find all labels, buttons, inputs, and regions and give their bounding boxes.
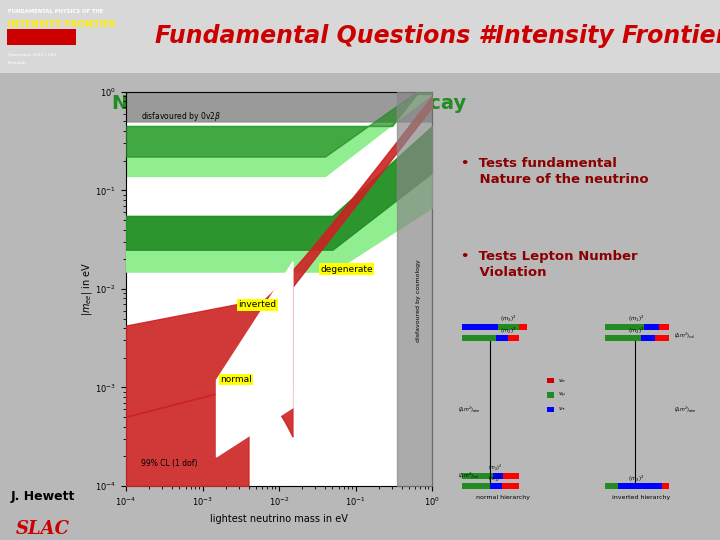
Text: disfavoured by cosmology: disfavoured by cosmology bbox=[416, 259, 421, 342]
Bar bbox=[490, 483, 502, 489]
Bar bbox=[606, 335, 642, 341]
Bar bbox=[546, 393, 554, 397]
Text: $\nu_e$: $\nu_e$ bbox=[558, 377, 566, 384]
Text: normal: normal bbox=[220, 375, 252, 384]
X-axis label: lightest neutrino mass in eV: lightest neutrino mass in eV bbox=[210, 514, 348, 524]
Text: inverted hierarchy: inverted hierarchy bbox=[612, 495, 670, 500]
Text: •  Tests fundamental
    Nature of the neutrino: • Tests fundamental Nature of the neutri… bbox=[461, 157, 649, 186]
Bar bbox=[462, 324, 518, 330]
Text: $(\Delta m^2)_{atm}$: $(\Delta m^2)_{atm}$ bbox=[459, 404, 482, 415]
Bar bbox=[606, 324, 644, 330]
Bar bbox=[462, 483, 518, 489]
Bar bbox=[606, 483, 670, 489]
Bar bbox=[606, 483, 618, 489]
Bar bbox=[462, 335, 518, 341]
Text: SLAC: SLAC bbox=[16, 519, 70, 538]
Text: $(m_1)^2$: $(m_1)^2$ bbox=[488, 474, 503, 484]
Text: Snowmass 2013 | CSS: Snowmass 2013 | CSS bbox=[8, 52, 56, 57]
Bar bbox=[6, 29, 76, 45]
Bar bbox=[546, 407, 554, 412]
Text: Fermilab: Fermilab bbox=[8, 60, 27, 64]
Bar bbox=[606, 335, 670, 341]
Text: $\nu_\tau$: $\nu_\tau$ bbox=[558, 406, 567, 414]
Text: degenerate: degenerate bbox=[320, 265, 373, 274]
Text: $(m_3)^2$: $(m_3)^2$ bbox=[628, 474, 644, 484]
Text: FUNDAMENTAL PHYSICS OF THE: FUNDAMENTAL PHYSICS OF THE bbox=[8, 9, 104, 14]
Bar bbox=[642, 335, 655, 341]
Bar bbox=[462, 473, 493, 478]
Text: •  Tests Lepton Number
    Violation: • Tests Lepton Number Violation bbox=[461, 251, 637, 279]
Text: Fundamental Questions #Intensity Frontier?: Fundamental Questions #Intensity Frontie… bbox=[155, 24, 720, 49]
Text: $(m_2)^2$: $(m_2)^2$ bbox=[628, 326, 644, 336]
Bar bbox=[662, 483, 670, 489]
Text: INTENSITY FRONTIER: INTENSITY FRONTIER bbox=[8, 21, 116, 29]
Text: $(\Delta m^2)_{sol}$: $(\Delta m^2)_{sol}$ bbox=[459, 470, 480, 481]
Bar bbox=[518, 324, 528, 330]
Bar bbox=[493, 473, 503, 478]
Text: inverted: inverted bbox=[238, 300, 276, 309]
Text: $\nu_\mu$: $\nu_\mu$ bbox=[558, 390, 566, 400]
Bar bbox=[546, 378, 554, 383]
Bar bbox=[462, 324, 498, 330]
Bar bbox=[495, 335, 508, 341]
Text: $(m_3)^2$: $(m_3)^2$ bbox=[500, 314, 516, 325]
Text: $(m_2)^2$: $(m_2)^2$ bbox=[500, 326, 516, 336]
Text: J. Hewett: J. Hewett bbox=[11, 490, 75, 503]
Text: $(m_1)^2$: $(m_1)^2$ bbox=[628, 314, 644, 325]
Text: normal hierarchy: normal hierarchy bbox=[476, 495, 530, 500]
Bar bbox=[462, 483, 490, 489]
Text: $(m_2)^2$: $(m_2)^2$ bbox=[488, 462, 503, 472]
Text: $(\Delta m^2)_{sol}$: $(\Delta m^2)_{sol}$ bbox=[675, 331, 696, 341]
Text: disfavoured by 0v2$\beta$: disfavoured by 0v2$\beta$ bbox=[141, 110, 221, 123]
Bar bbox=[462, 335, 495, 341]
Text: Neutrinoless Double Beta Decay: Neutrinoless Double Beta Decay bbox=[112, 94, 466, 113]
Text: $(\Delta m^2)_{atm}$: $(\Delta m^2)_{atm}$ bbox=[675, 404, 698, 415]
Bar bbox=[606, 324, 670, 330]
Bar bbox=[462, 473, 518, 478]
Text: 99% CL (1 dof): 99% CL (1 dof) bbox=[141, 460, 198, 468]
Bar bbox=[644, 324, 659, 330]
Y-axis label: $|m_{ee}|$ in eV: $|m_{ee}|$ in eV bbox=[80, 262, 94, 316]
